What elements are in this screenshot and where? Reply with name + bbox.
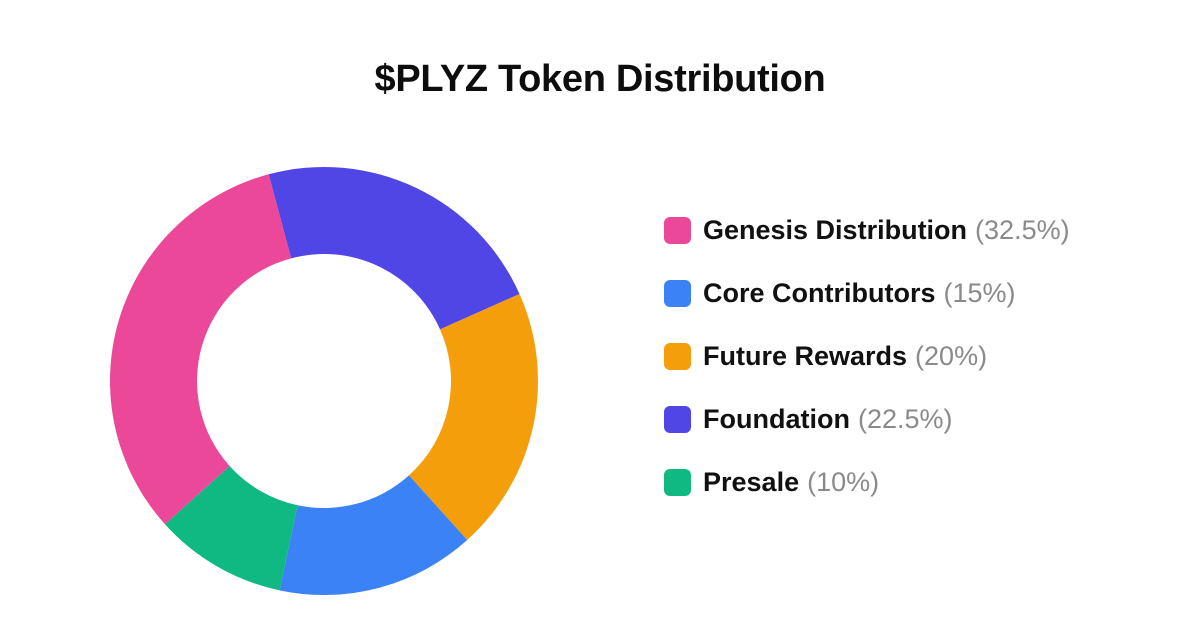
legend-item-genesis-distribution: Genesis Distribution (32.5%): [664, 206, 1070, 254]
chart-legend: Genesis Distribution (32.5%) Core Contri…: [664, 206, 1070, 521]
legend-swatch: [664, 342, 691, 370]
donut-slice-core-contributors: [279, 475, 468, 595]
legend-label: Genesis Distribution: [703, 214, 968, 245]
legend-label: Presale: [703, 466, 800, 497]
legend-swatch: [664, 405, 691, 433]
legend-percent: (10%): [807, 466, 880, 497]
legend-label: Foundation: [703, 403, 850, 434]
legend-percent: (15%): [943, 277, 1016, 308]
legend-percent: (22.5%): [857, 403, 953, 434]
legend-item-presale: Presale (10%): [664, 458, 1070, 506]
donut-slice-genesis-distribution: [110, 174, 292, 525]
donut-chart: [110, 167, 538, 595]
donut-slice-foundation: [268, 167, 520, 330]
legend-percent: (32.5%): [975, 214, 1070, 245]
donut-slice-future-rewards: [408, 293, 538, 541]
legend-swatch: [664, 468, 691, 496]
donut-slice-presale: [164, 465, 298, 591]
legend-item-core-contributors: Core Contributors (15%): [664, 269, 1070, 317]
legend-percent: (20%): [915, 340, 988, 371]
legend-label: Future Rewards: [703, 340, 908, 371]
legend-swatch: [664, 279, 691, 307]
legend-label: Core Contributors: [703, 277, 936, 308]
legend-item-future-rewards: Future Rewards (20%): [664, 332, 1070, 380]
legend-item-foundation: Foundation (22.5%): [664, 395, 1070, 443]
legend-swatch: [664, 216, 691, 244]
chart-title: $PLYZ Token Distribution: [374, 58, 826, 100]
